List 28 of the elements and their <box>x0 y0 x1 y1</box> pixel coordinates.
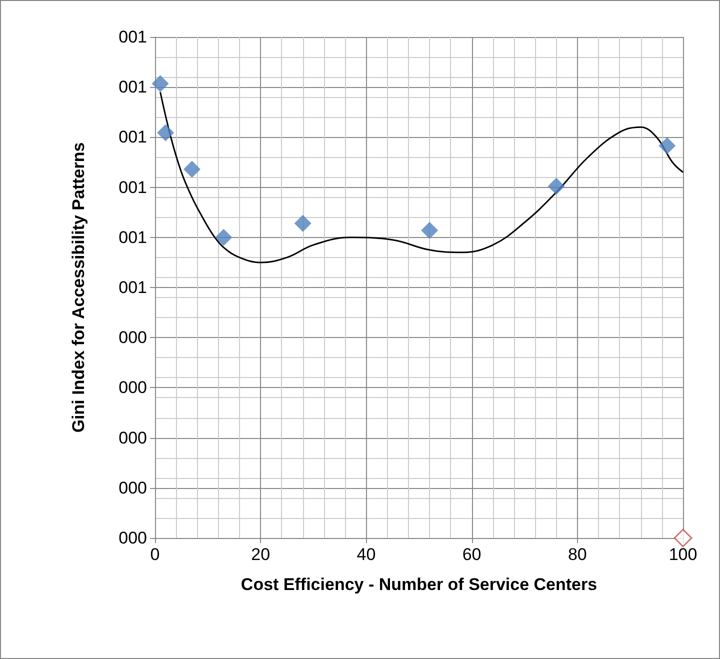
x-tick-label: 60 <box>462 545 482 564</box>
y-tick-label: 001 <box>118 128 147 147</box>
point <box>157 124 174 142</box>
point <box>152 75 169 92</box>
x-axis-title: Cost Efficiency - Number of Service Centers <box>240 575 598 594</box>
y-axis-title: Gini Index for Accessibility Patterns <box>69 142 88 433</box>
x-tick-label: 40 <box>356 545 376 564</box>
point <box>183 160 200 178</box>
point <box>548 178 565 195</box>
point <box>658 137 676 154</box>
y-tick-label: 000 <box>118 328 147 348</box>
y-tick-label: 001 <box>118 78 147 97</box>
y-tick-label: 000 <box>118 378 147 398</box>
y-tick-label: 001 <box>118 228 147 247</box>
x-tick-label: 80 <box>568 545 587 564</box>
y-tick-label: 001 <box>118 178 147 197</box>
x-tick-label: 0 <box>150 545 160 564</box>
y-tick-label: 001 <box>118 28 147 46</box>
x-tick-label: 20 <box>251 545 270 564</box>
y-tick-label: 001 <box>118 278 147 297</box>
point <box>294 214 312 232</box>
y-tick-label: 000 <box>118 478 147 498</box>
point <box>421 222 438 239</box>
point <box>674 528 692 548</box>
y-tick-label: 000 <box>118 428 147 448</box>
x-tick-label: 100 <box>668 545 698 564</box>
y-tick-label: 000 <box>118 528 147 548</box>
point <box>215 228 232 246</box>
